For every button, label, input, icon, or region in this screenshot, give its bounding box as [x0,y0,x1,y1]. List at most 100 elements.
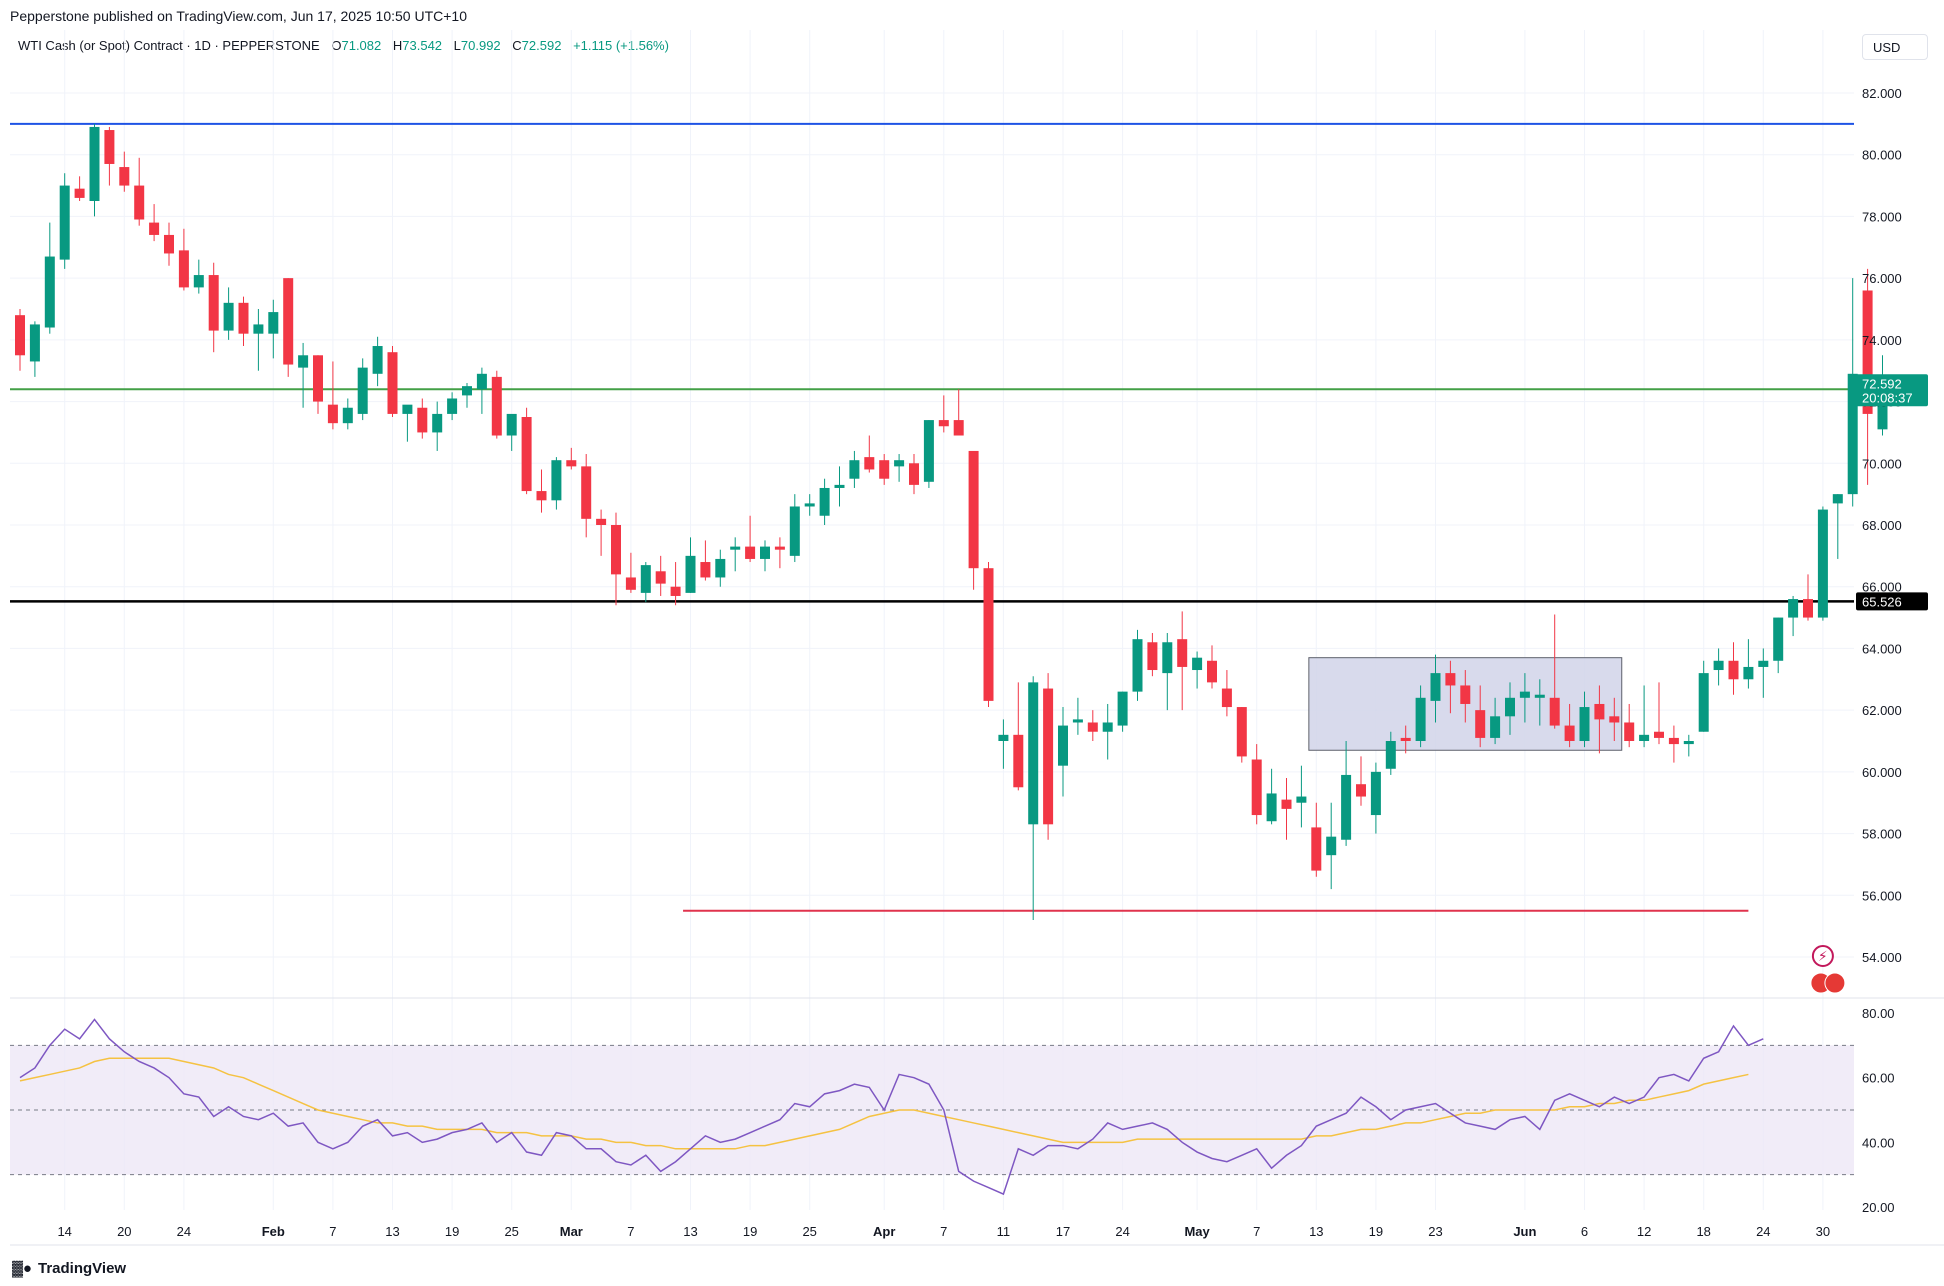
candle-body[interactable] [1251,759,1262,816]
candle-body[interactable] [1400,737,1411,741]
candle-body[interactable] [1519,691,1530,698]
candle-body[interactable] [89,126,100,201]
candle-body[interactable] [655,571,666,584]
candle-body[interactable] [1460,685,1471,704]
candle-body[interactable] [1058,725,1068,766]
candle-body[interactable] [1087,722,1098,732]
candle-body[interactable] [342,407,353,424]
candle-body[interactable] [59,185,70,260]
candle-body[interactable] [447,398,458,414]
candle-body[interactable] [879,460,890,479]
candle-body[interactable] [44,256,55,328]
candle-body[interactable] [223,302,234,331]
candle-body[interactable] [1415,697,1426,741]
candle-body[interactable] [104,130,115,164]
candle-body[interactable] [1505,697,1515,717]
candle-body[interactable] [611,525,621,575]
candle-body[interactable] [1192,657,1203,671]
candle-body[interactable] [29,324,40,362]
candle-body[interactable] [432,413,443,433]
candle-body[interactable] [968,450,979,569]
candle-body[interactable] [462,386,472,396]
candle-body[interactable] [134,185,145,220]
candle-body[interactable] [417,407,428,433]
candle-body[interactable] [1162,642,1173,674]
candle-body[interactable] [1713,660,1724,671]
candle-body[interactable] [1072,719,1083,723]
us-flag-event-icon[interactable] [1824,972,1846,994]
candle-body[interactable] [1326,836,1337,856]
candle-body[interactable] [685,555,696,593]
candle-body[interactable] [521,417,532,492]
candle-body[interactable] [1296,796,1307,803]
candle-body[interactable] [1803,599,1813,618]
candle-body[interactable] [1475,710,1486,738]
candle-body[interactable] [1817,509,1828,618]
candle-body[interactable] [357,367,368,414]
candle-body[interactable] [789,506,800,556]
candle-body[interactable] [1773,617,1784,661]
candle-body[interactable] [1445,673,1456,686]
candle-body[interactable] [804,503,815,507]
candle-body[interactable] [715,558,726,578]
candle-body[interactable] [536,491,547,501]
candle-body[interactable] [1668,737,1679,745]
candle-body[interactable] [864,457,875,470]
candle-body[interactable] [998,734,1009,741]
candle-body[interactable] [1534,694,1545,698]
candle-body[interactable] [1370,771,1381,816]
candle-body[interactable] [1177,639,1188,667]
candle-body[interactable] [566,460,577,467]
symbol-name[interactable]: WTI Cash (or Spot) Contract · 1D · PEPPE… [18,38,320,53]
candle-body[interactable] [1788,599,1799,618]
candle-body[interactable] [1654,731,1664,738]
candle-body[interactable] [774,546,785,550]
candle-body[interactable] [834,484,845,488]
candle-body[interactable] [1385,741,1396,769]
candle-body[interactable] [1236,707,1247,757]
candle-body[interactable] [1847,373,1858,495]
candle-body[interactable] [1549,697,1560,726]
candle-body[interactable] [1117,691,1128,726]
candle-body[interactable] [1758,660,1769,667]
candle-body[interactable] [983,568,994,701]
candle-body[interactable] [283,278,294,365]
candle-body[interactable] [1743,666,1754,680]
candle-body[interactable] [15,315,25,356]
candle-body[interactable] [1832,494,1843,504]
candle-body[interactable] [1356,784,1366,797]
candle-body[interactable] [1564,725,1575,741]
candle-body[interactable] [551,460,562,501]
candle-body[interactable] [1698,673,1709,732]
candle-body[interactable] [1207,660,1217,683]
candle-body[interactable] [1132,639,1143,692]
candle-body[interactable] [1013,734,1024,788]
candle-body[interactable] [1266,793,1277,822]
candle-body[interactable] [313,355,323,402]
candle-body[interactable] [1683,741,1694,745]
candle-body[interactable] [1579,707,1590,741]
lightning-event-icon[interactable] [1811,945,1834,967]
tradingview-brand[interactable]: ▓● TradingView [12,1260,126,1277]
candle-body[interactable] [730,546,741,550]
candle-body[interactable] [1147,642,1158,671]
candle-body[interactable] [1609,716,1620,723]
candle-body[interactable] [819,487,830,516]
candle-body[interactable] [894,460,905,467]
candle-body[interactable] [149,222,160,235]
candle-body[interactable] [670,586,681,596]
candle-body[interactable] [327,404,338,424]
candle-body[interactable] [298,355,309,368]
candle-body[interactable] [208,275,219,331]
candle-body[interactable] [1862,290,1873,414]
candle-body[interactable] [164,234,174,254]
candle-body[interactable] [372,346,383,374]
candle-body[interactable] [923,420,934,482]
candle-body[interactable] [253,324,264,334]
candle-body[interactable] [1102,722,1113,732]
candle-body[interactable] [402,404,413,414]
candle-body[interactable] [938,420,949,427]
candle-body[interactable] [178,250,189,288]
currency-selector[interactable]: USD [1862,34,1928,60]
